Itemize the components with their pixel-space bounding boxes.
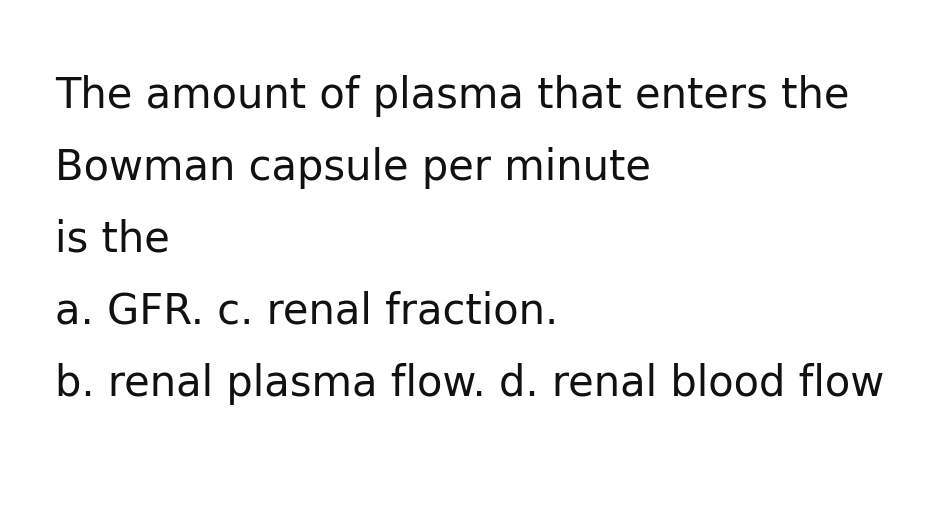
Text: Bowman capsule per minute: Bowman capsule per minute bbox=[55, 147, 651, 189]
Text: The amount of plasma that enters the: The amount of plasma that enters the bbox=[55, 75, 850, 117]
Text: is the: is the bbox=[55, 219, 170, 261]
Text: b. renal plasma flow. d. renal blood flow: b. renal plasma flow. d. renal blood flo… bbox=[55, 362, 885, 404]
Text: a. GFR. c. renal fraction.: a. GFR. c. renal fraction. bbox=[55, 290, 558, 332]
